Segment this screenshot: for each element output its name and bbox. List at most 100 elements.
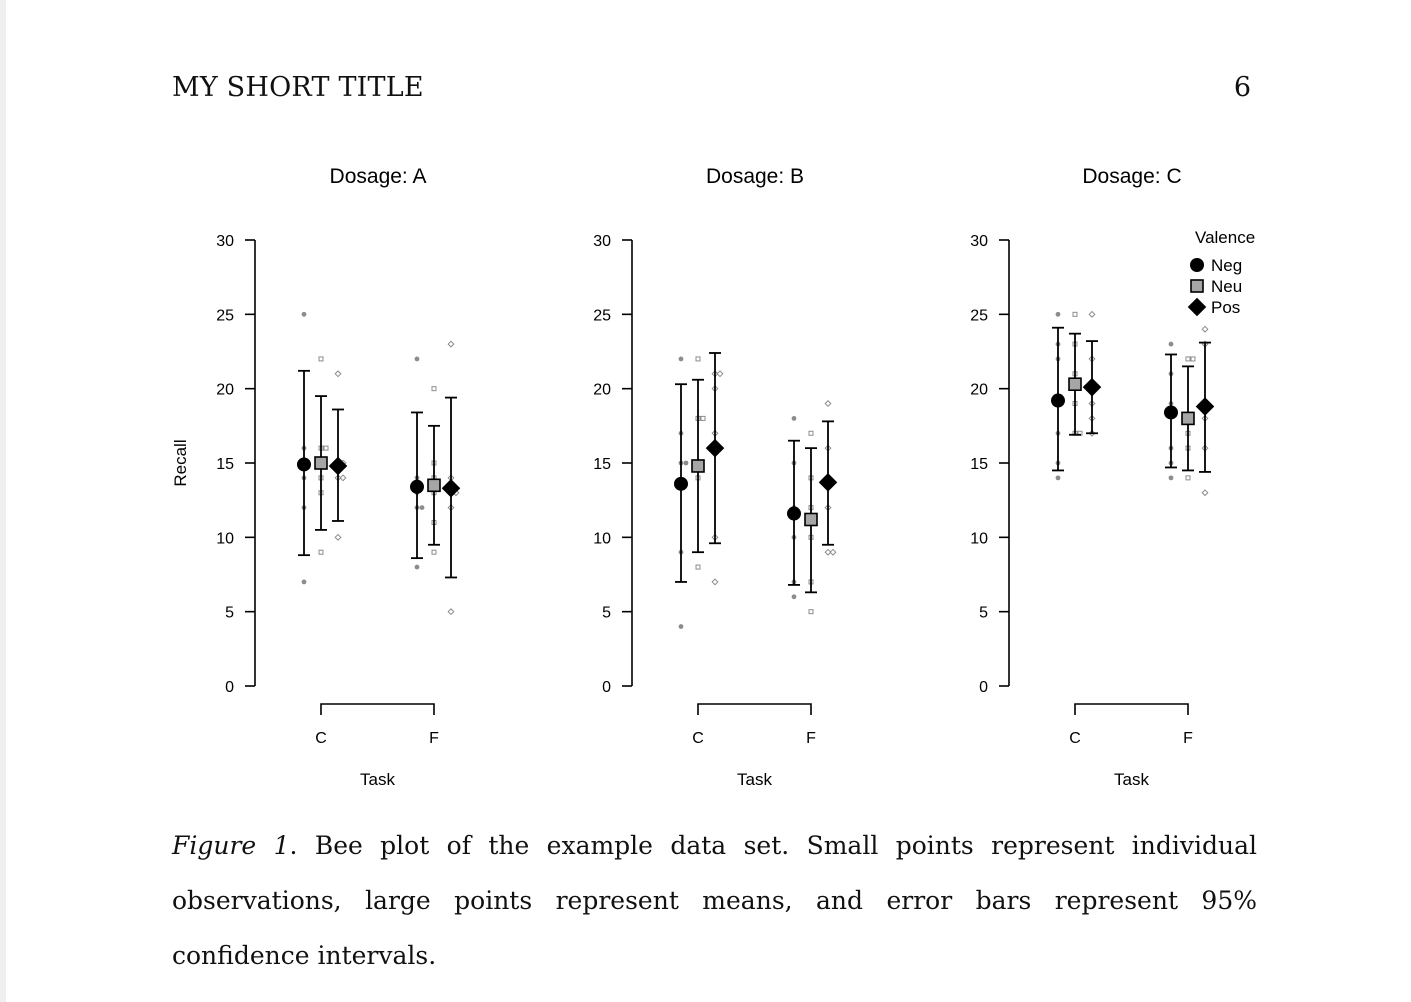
mean-point	[804, 512, 818, 527]
legend-entry-label: Neu	[1211, 277, 1242, 296]
observation-point	[695, 356, 701, 362]
x-tick-label: F	[1183, 730, 1193, 747]
observation-point	[1088, 310, 1096, 318]
x-tick-label: F	[806, 730, 816, 747]
observation-point	[414, 356, 420, 362]
y-tick-label: 15	[593, 456, 611, 473]
page-edge-shadow	[0, 0, 6, 1002]
mean-point	[410, 479, 424, 494]
y-tick-label: 20	[216, 382, 234, 399]
y-tick-label: 25	[593, 307, 611, 324]
observation-point	[339, 474, 347, 482]
series-neg	[1051, 311, 1178, 481]
series-neg	[674, 356, 801, 629]
mean-point	[705, 438, 725, 458]
y-axis-label: Recall	[171, 439, 190, 486]
observation-point	[791, 416, 797, 421]
y-tick-label: 0	[979, 679, 988, 696]
observation-point	[678, 356, 684, 362]
observation-point	[1055, 311, 1061, 317]
observation-point	[301, 579, 307, 585]
chart-panel-3: Dosage: C 0 5 10 15 20 25 30 C F Task Valence Neg Neu…	[970, 165, 1255, 789]
observation-point	[716, 370, 724, 378]
figure-caption-text: Bee plot of the example data set. Small …	[172, 831, 1257, 970]
legend: Valence Neg Neu Pos	[1187, 228, 1255, 317]
chart-panel-1: Dosage: A 0 5 10 15 20 25 30 Recall C F Task	[171, 165, 461, 789]
y-tick-label: 5	[225, 605, 234, 622]
observation-point	[700, 415, 706, 421]
y-tick-label: 5	[602, 605, 611, 622]
running-head: MY SHORT TITLE	[172, 72, 424, 103]
figure-caption-punctuation: .	[289, 831, 298, 860]
y-tick-label: 20	[970, 382, 988, 399]
observation-point	[829, 548, 837, 556]
observation-point	[301, 311, 307, 317]
mean-point	[691, 459, 705, 473]
legend-entry-label: Pos	[1211, 298, 1240, 317]
observation-point	[711, 578, 719, 586]
y-tick-label: 15	[216, 456, 234, 473]
panel-title: Dosage: A	[330, 165, 427, 188]
mean-point	[1195, 397, 1215, 416]
y-tick-label: 25	[970, 307, 988, 324]
y-tick-label: 0	[602, 679, 611, 696]
mean-point	[328, 456, 348, 476]
y-tick-label: 15	[970, 456, 988, 473]
mean-point	[1068, 377, 1082, 392]
mean-point	[441, 479, 461, 498]
observation-point	[695, 564, 701, 570]
y-tick-label: 10	[216, 530, 234, 547]
observation-point	[808, 609, 814, 615]
y-tick-label: 20	[593, 382, 611, 399]
observation-point	[791, 594, 797, 600]
legend-title: Valence	[1195, 228, 1255, 247]
mean-point	[674, 476, 688, 491]
observation-point	[447, 340, 455, 348]
series-pos	[1082, 310, 1215, 497]
y-tick-label: 10	[970, 530, 988, 547]
x-axis-label: Task	[737, 770, 772, 789]
mean-point	[1051, 393, 1065, 408]
mean-point	[787, 506, 801, 521]
series-neu	[1068, 311, 1196, 481]
x-tick-label: C	[315, 730, 327, 747]
observation-point	[1201, 325, 1209, 333]
observation-point	[824, 548, 832, 556]
observation-point	[683, 460, 689, 466]
x-tick-label: C	[692, 730, 704, 747]
observation-point	[447, 608, 455, 616]
mean-point	[427, 478, 441, 493]
mean-point	[1164, 405, 1178, 420]
observation-point	[824, 400, 832, 408]
page-number: 6	[1233, 72, 1251, 103]
observation-point	[431, 386, 437, 392]
x-axis-bracket	[1074, 703, 1189, 715]
observation-point	[1190, 356, 1196, 362]
mean-point	[1082, 377, 1102, 397]
y-tick-label: 30	[216, 233, 234, 250]
observation-point	[1168, 341, 1174, 347]
series-neu	[691, 356, 818, 615]
mean-point	[818, 473, 838, 492]
x-axis-bracket	[320, 703, 435, 715]
observation-point	[1185, 475, 1191, 481]
mean-point	[297, 457, 311, 472]
x-tick-label: C	[1069, 730, 1081, 747]
figure-caption: Figure 1. Bee plot of the example data s…	[172, 818, 1257, 983]
y-tick-label: 30	[970, 233, 988, 250]
x-tick-label: F	[429, 730, 439, 747]
mean-point	[314, 456, 328, 470]
y-tick-label: 5	[979, 605, 988, 622]
series-pos	[705, 352, 838, 586]
observation-point	[334, 533, 342, 541]
x-axis-bracket	[697, 703, 812, 715]
series-neg	[297, 311, 425, 585]
y-tick-label: 30	[593, 233, 611, 250]
observation-point	[1185, 356, 1191, 362]
y-tick-label: 10	[593, 530, 611, 547]
series-neu	[314, 356, 441, 555]
legend-marker	[1187, 297, 1207, 317]
panel-title: Dosage: B	[706, 165, 804, 188]
